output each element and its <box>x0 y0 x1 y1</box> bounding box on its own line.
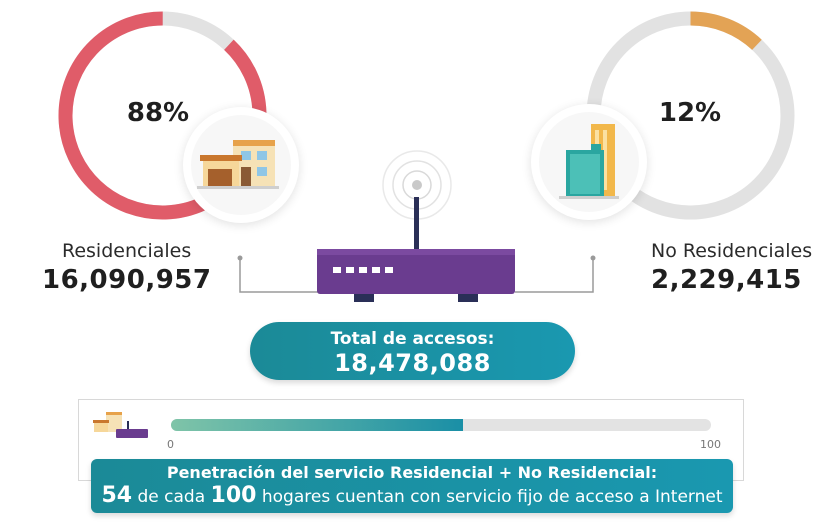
penetration-n1: 54 <box>101 483 133 508</box>
buildings-icon <box>531 104 647 220</box>
total-title: Total de accesos: <box>330 329 495 349</box>
houses-icon <box>183 107 299 223</box>
donut-nonresidential-arc <box>586 11 795 220</box>
bar-max-label: 100 <box>700 438 721 451</box>
penetration-n2: 100 <box>210 483 257 508</box>
total-value: 18,478,088 <box>334 349 491 377</box>
router-icon <box>317 150 515 302</box>
penetration-t1: de cada <box>132 487 211 507</box>
penetration-title: Penetración del servicio Residencial + N… <box>166 463 658 482</box>
connector-lines <box>237 255 596 293</box>
residential-label: Residenciales <box>62 240 192 262</box>
nonresidential-percent: 12% <box>658 98 722 128</box>
nonresidential-value: 2,229,415 <box>651 265 802 295</box>
houses-router-icon <box>93 412 148 438</box>
penetration-t2: hogares cuentan con servicio fijo de acc… <box>256 487 723 507</box>
residential-percent: 88% <box>126 98 190 128</box>
penetration-bar-fill <box>171 419 463 431</box>
penetration-box: Penetración del servicio Residencial + N… <box>91 459 733 513</box>
nonresidential-label: No Residenciales <box>651 240 813 262</box>
residential-value: 16,090,957 <box>42 265 212 295</box>
total-accesses-box: Total de accesos: 18,478,088 <box>250 322 575 380</box>
bar-min-label: 0 <box>167 438 174 451</box>
penetration-bar-track <box>171 419 711 431</box>
penetration-sentence: 54 de cada 100 hogares cuentan con servi… <box>91 483 733 508</box>
